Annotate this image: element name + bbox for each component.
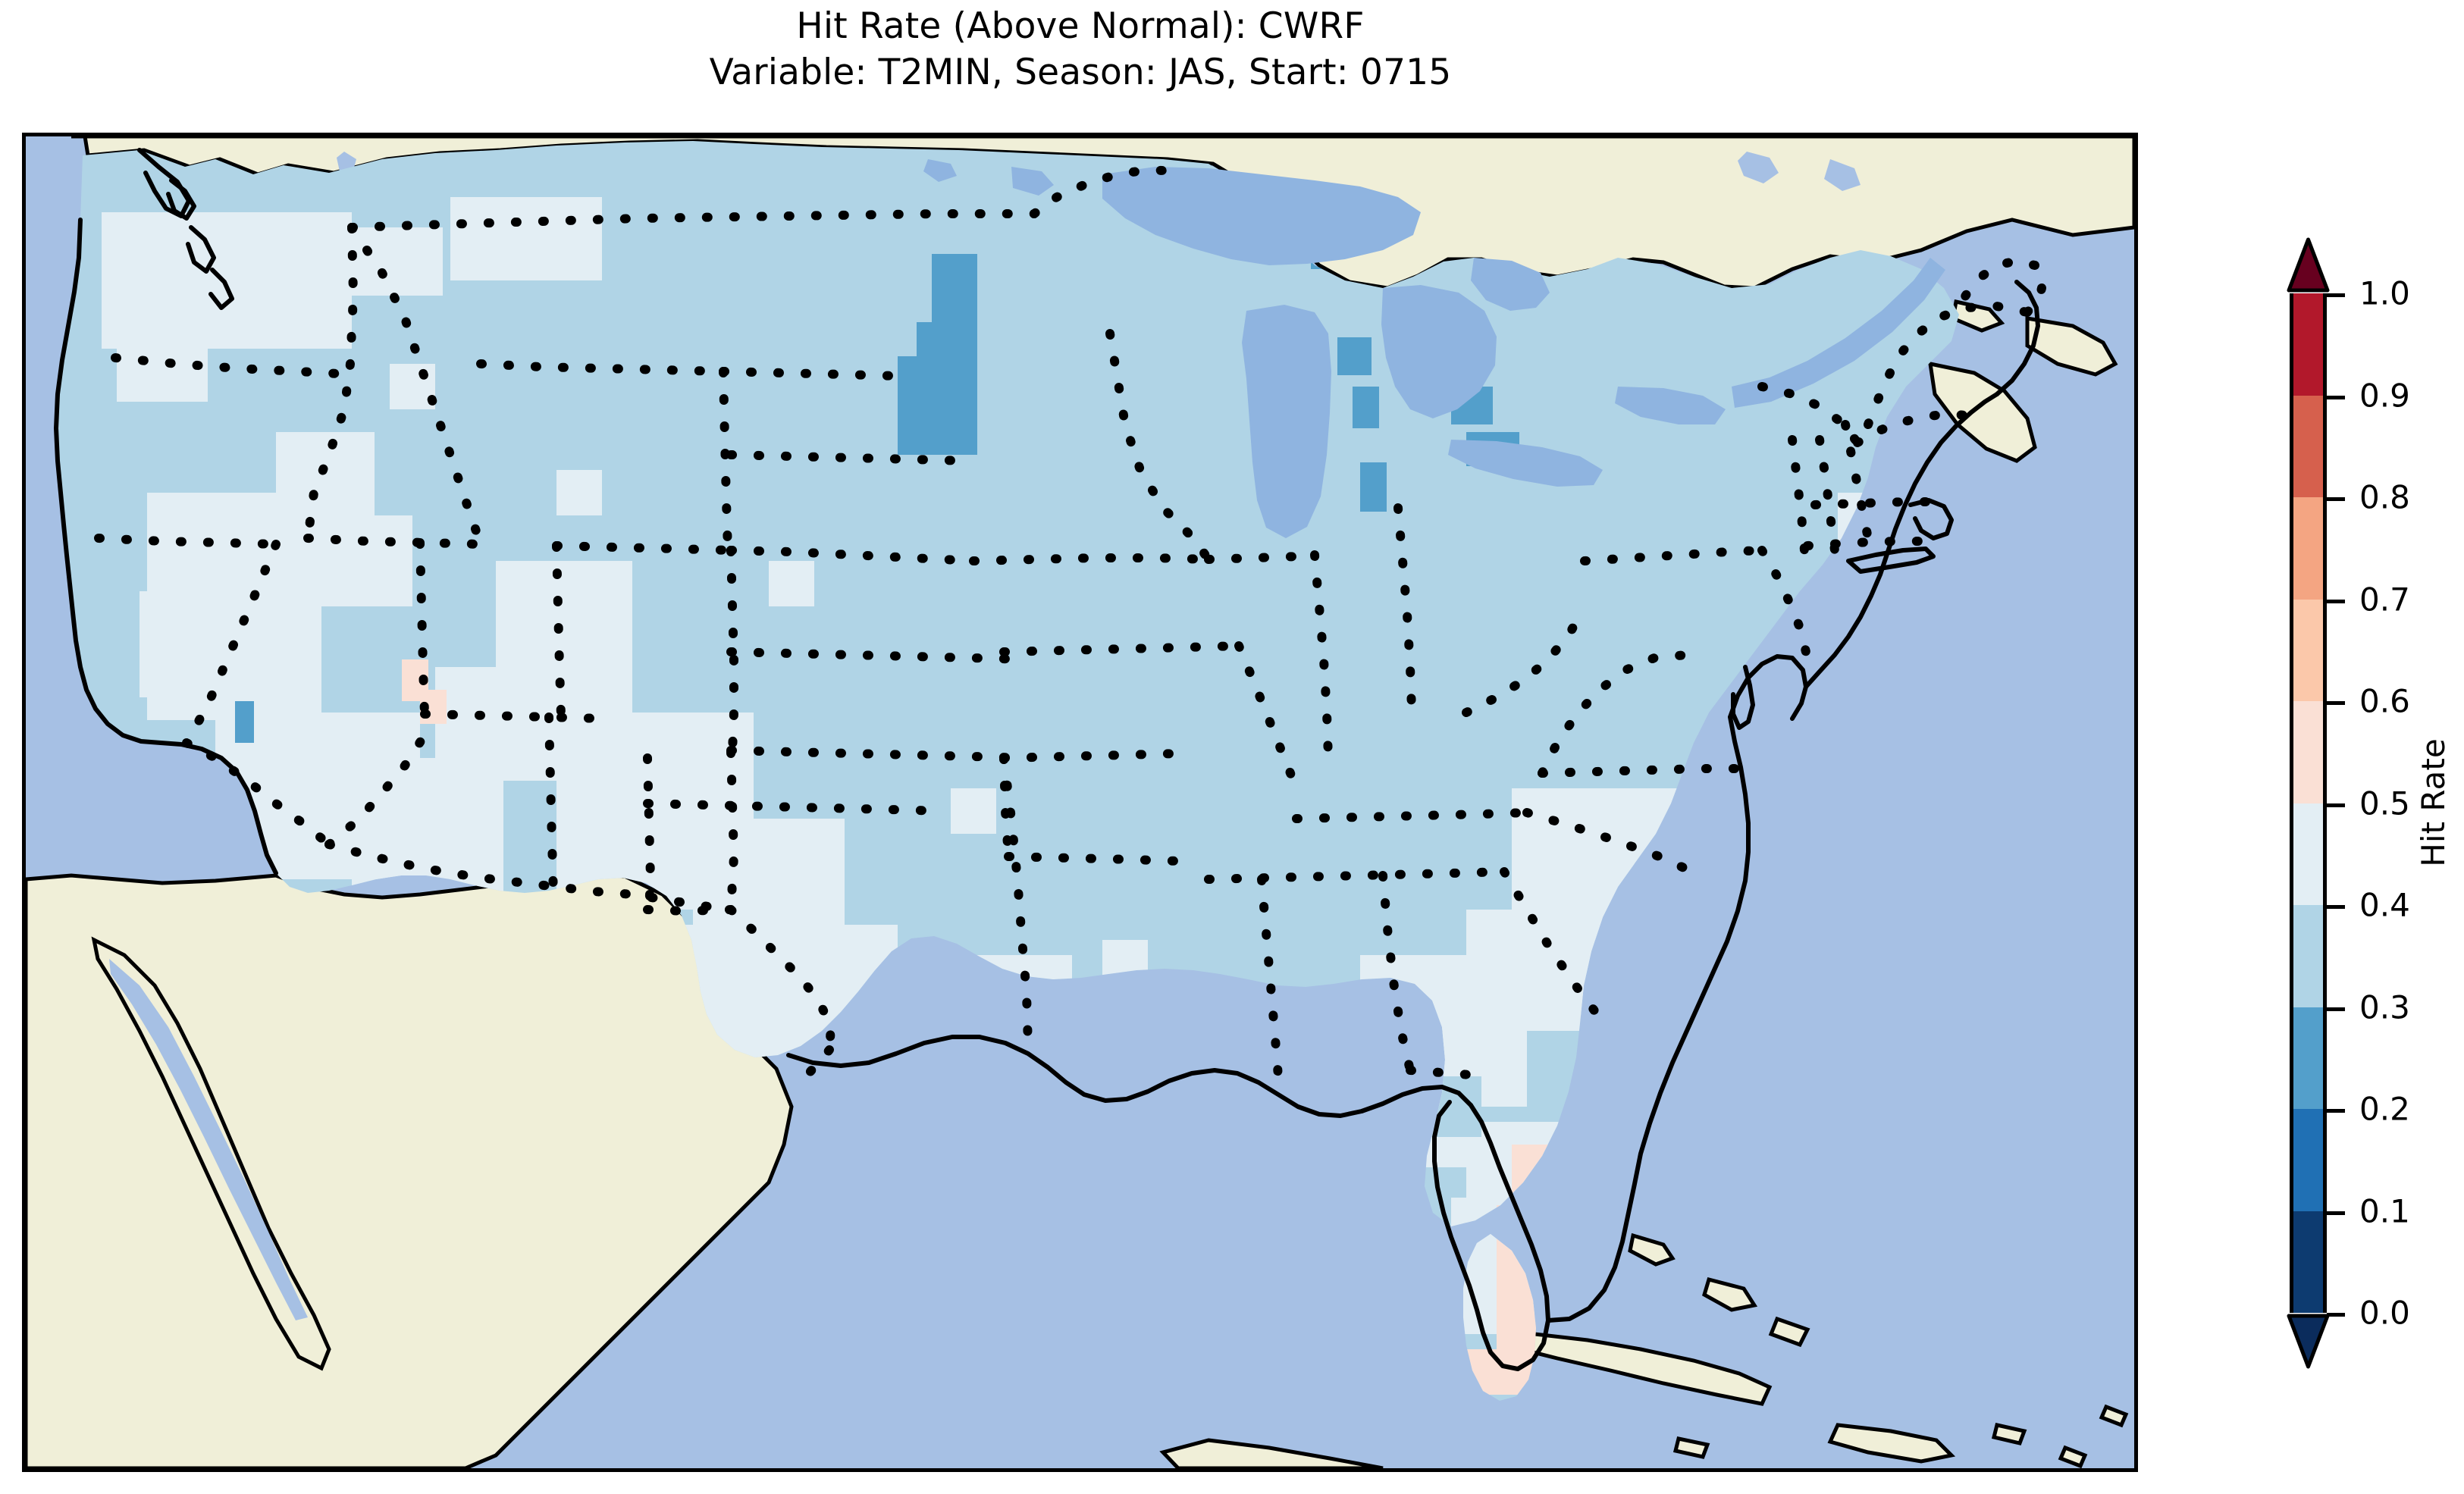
- lake-small-4: [1824, 159, 1861, 191]
- st-lawrence-river: [1732, 258, 1945, 408]
- colorbar-tick-5: [2327, 803, 2345, 807]
- colorbar-band-06-07: [2293, 599, 2323, 701]
- colorbar-axis-label: Hit Rate: [2415, 738, 2452, 867]
- colorbar-ticklabel-7: 0.3: [2359, 988, 2410, 1026]
- colorbar-band-00-01: [2293, 1211, 2323, 1313]
- newfoundland-landmass: [2025, 316, 2118, 377]
- colorbar-ticklabel-9: 0.1: [2359, 1192, 2410, 1229]
- colorbar-tick-8: [2327, 1109, 2345, 1113]
- colorbar-ticklabel-8: 0.2: [2359, 1090, 2410, 1128]
- colorbar-tick-3: [2327, 599, 2345, 603]
- great-lakes-layer: [923, 159, 1945, 538]
- nova-scotia-landmass: [1927, 361, 2037, 463]
- georgian-bay: [1471, 258, 1550, 311]
- colorbar-band-02-03: [2293, 1007, 2323, 1109]
- lake-huron: [1381, 285, 1497, 418]
- yucatan-landmass: [1159, 1438, 1384, 1468]
- title-line-1: Hit Rate (Above Normal): CWRF: [796, 5, 1365, 47]
- mexico-landmass: [26, 871, 794, 1468]
- map-svg: [26, 136, 2134, 1468]
- colorbar-tick-10: [2327, 1313, 2345, 1317]
- antilles-1: [2058, 1445, 2088, 1468]
- map-axes: [22, 133, 2138, 1472]
- colorbar-ticklabel-2: 0.8: [2359, 478, 2410, 516]
- coastline-layer: [54, 148, 2040, 1371]
- gulf-of-california: [109, 959, 308, 1320]
- title-line-2: Variable: T2MIN, Season: JAS, Start: 071…: [709, 52, 1452, 94]
- lake-of-the-woods: [1011, 167, 1054, 196]
- colorbar-ticklabel-10: 0.0: [2359, 1294, 2410, 1332]
- colorbar-bands: [2290, 293, 2327, 1313]
- colorbar-tick-9: [2327, 1211, 2345, 1215]
- lake-erie: [1448, 440, 1603, 487]
- puerto-rico: [1991, 1423, 2027, 1445]
- colorbar-ticklabel-4: 0.6: [2359, 682, 2410, 720]
- colorbar-ticklabel-0: 1.0: [2359, 274, 2410, 312]
- state-borders-layer: [94, 164, 2049, 1088]
- bahamas-2: [1702, 1276, 1758, 1312]
- colorbar-band-08-09: [2293, 395, 2323, 497]
- colorbar-band-07-08: [2293, 497, 2323, 600]
- lake-michigan: [1242, 305, 1331, 538]
- lake-superior: [1102, 167, 1421, 265]
- colorbar-band-04-05: [2293, 803, 2323, 905]
- colorbar-ticklabel-3: 0.7: [2359, 581, 2410, 618]
- colorbar-under-arrow: [2287, 1314, 2330, 1369]
- colorbar-tick-0: [2327, 293, 2345, 297]
- colorbar-tick-4: [2327, 701, 2345, 705]
- colorbar-tick-7: [2327, 1007, 2345, 1011]
- lake-ontario: [1615, 387, 1726, 424]
- jamaica-landmass: [1672, 1436, 1710, 1459]
- colorbar-tick-1: [2327, 395, 2345, 399]
- hispaniola-landmass: [1827, 1423, 1956, 1464]
- colorbar-band-09-10: [2293, 293, 2323, 396]
- page-title: Hit Rate (Above Normal): CWRF Variable: …: [0, 3, 2161, 96]
- cuba-landmass: [1517, 1332, 1773, 1406]
- colorbar-ticklabel-5: 0.5: [2359, 785, 2410, 822]
- colorbar-over-arrow: [2287, 237, 2330, 293]
- map-canvas: [26, 136, 2134, 1468]
- colorbar[interactable]: 1.0 0.9 0.8 0.7 0.6 0.5 0.4 0.3 0.2 0.1 …: [2287, 237, 2410, 1369]
- colorbar-ticklabel-1: 0.9: [2359, 377, 2410, 414]
- colorbar-ticklabel-6: 0.4: [2359, 886, 2410, 924]
- landmass-nodata-layer: [26, 136, 2134, 1468]
- lake-small-3: [1738, 152, 1779, 183]
- colorbar-band-03-04: [2293, 905, 2323, 1007]
- bahamas-3: [1768, 1316, 1810, 1348]
- colorbar-band-05-06: [2293, 701, 2323, 803]
- colorbar-tick-2: [2327, 497, 2345, 501]
- lake-nipigon: [923, 159, 957, 182]
- bahamas-1: [1628, 1232, 1676, 1267]
- antilles-2: [2099, 1404, 2129, 1428]
- colorbar-tick-6: [2327, 905, 2345, 909]
- colorbar-band-01-02: [2293, 1109, 2323, 1211]
